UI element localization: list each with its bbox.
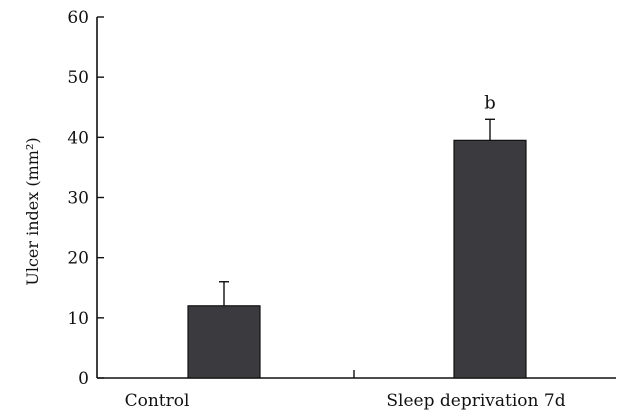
y-tick-label: 60 bbox=[67, 8, 89, 28]
y-tick-label: 50 bbox=[67, 68, 89, 88]
significance-label: b bbox=[484, 92, 496, 113]
bars: b bbox=[187, 92, 527, 379]
bar bbox=[187, 305, 261, 379]
y-tick-label: 30 bbox=[67, 189, 89, 209]
x-axis: Control Sleep deprivation 7d bbox=[97, 370, 616, 411]
y-axis-label: Ulcer index (mm²) bbox=[23, 137, 42, 285]
y-tick-label: 10 bbox=[67, 309, 89, 329]
y-tick-label: 0 bbox=[78, 369, 89, 389]
x-tick-label: Control bbox=[125, 391, 190, 411]
y-axis: 0 10 20 30 40 50 60 bbox=[67, 8, 104, 389]
y-tick-label: 40 bbox=[67, 128, 89, 148]
bar bbox=[453, 139, 527, 379]
x-tick-label: Sleep deprivation 7d bbox=[386, 391, 565, 411]
y-tick-label: 20 bbox=[67, 249, 89, 269]
